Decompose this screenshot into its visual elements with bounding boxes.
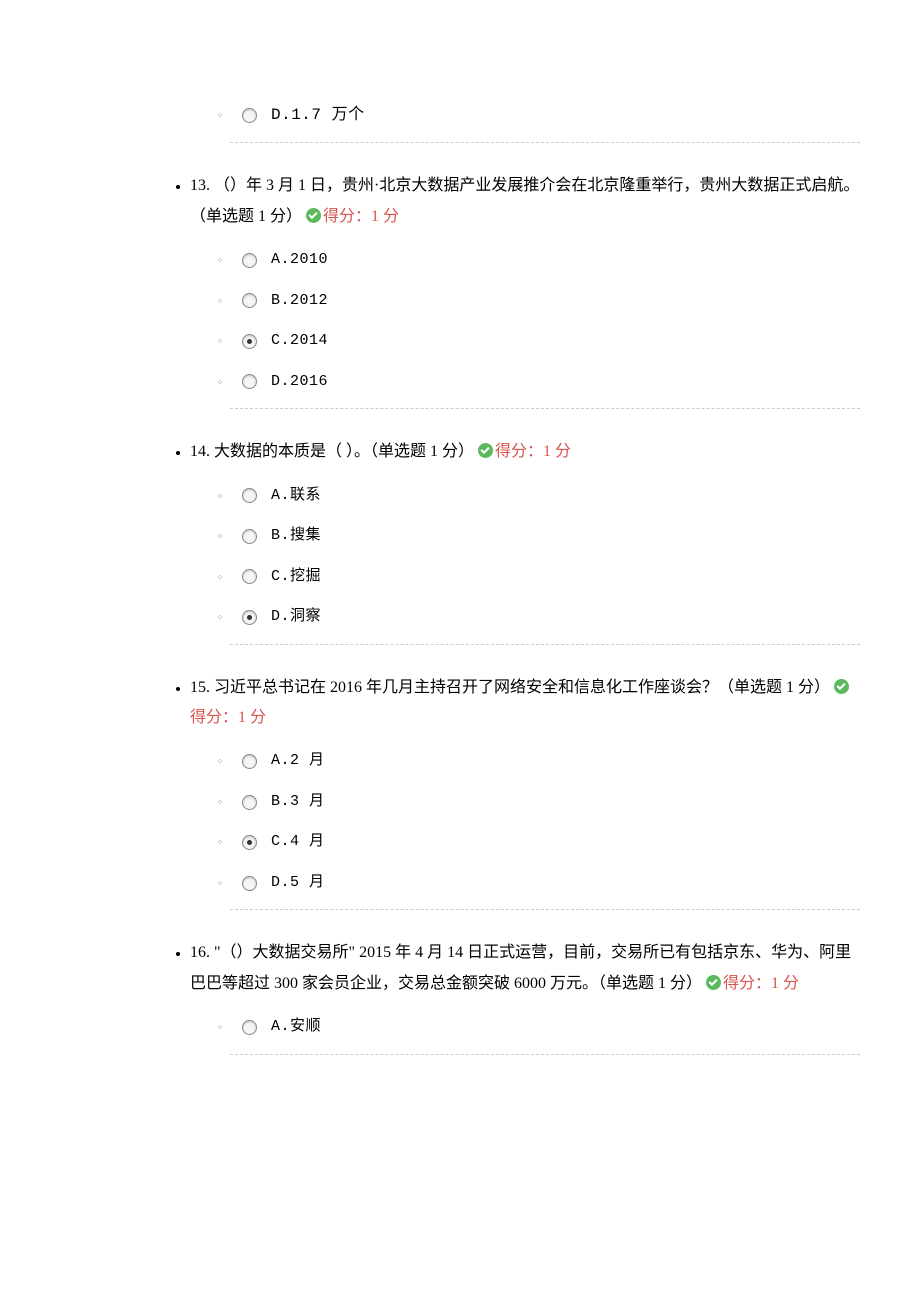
radio-icon[interactable] — [242, 374, 257, 389]
option-label: D.洞察 — [271, 603, 321, 632]
option-label: A.安顺 — [271, 1013, 321, 1042]
check-icon — [834, 679, 849, 694]
option-item[interactable]: A.2 月 — [230, 747, 860, 776]
option-item[interactable]: B.3 月 — [230, 788, 860, 817]
option-list: A.安顺 — [190, 1013, 860, 1042]
question-14: 14. 大数据的本质是（ ）。（单选题 1 分） 得分：1 分 A.联系 B.搜集… — [190, 437, 860, 644]
radio-icon[interactable] — [242, 488, 257, 503]
score-label: 得分：1 分 — [495, 443, 571, 460]
option-label: D.1.7 万个 — [271, 100, 365, 130]
radio-icon[interactable] — [242, 253, 257, 268]
radio-icon[interactable] — [242, 610, 257, 625]
option-item[interactable]: D.5 月 — [230, 869, 860, 898]
orphan-option-list: D.1.7 万个 — [60, 100, 860, 130]
divider — [230, 644, 860, 645]
question-text: 15. 习近平总书记在 2016 年几月主持召开了网络安全和信息化工作座谈会？（… — [190, 679, 830, 696]
check-icon — [478, 443, 493, 458]
radio-icon[interactable] — [242, 293, 257, 308]
question-13: 13. （）年 3 月 1 日，贵州·北京大数据产业发展推介会在北京隆重举行，贵… — [190, 171, 860, 409]
radio-icon[interactable] — [242, 529, 257, 544]
option-label: C.4 月 — [271, 828, 325, 857]
option-list: A.2010 B.2012 C.2014 D.2016 — [190, 246, 860, 396]
option-item[interactable]: C.4 月 — [230, 828, 860, 857]
radio-icon[interactable] — [242, 334, 257, 349]
option-item[interactable]: A.联系 — [230, 482, 860, 511]
option-item[interactable]: B.2012 — [230, 287, 860, 316]
option-label: B.2012 — [271, 287, 328, 316]
option-label: D.5 月 — [271, 869, 325, 898]
question-list: 13. （）年 3 月 1 日，贵州·北京大数据产业发展推介会在北京隆重举行，贵… — [60, 171, 860, 1054]
option-label: A.联系 — [271, 482, 321, 511]
radio-icon[interactable] — [242, 1020, 257, 1035]
radio-icon[interactable] — [242, 835, 257, 850]
score-label: 得分：1 分 — [723, 975, 799, 992]
question-16: 16. "（）大数据交易所" 2015 年 4 月 14 日正式运营，目前，交易… — [190, 938, 860, 1054]
divider — [230, 1054, 860, 1055]
radio-icon[interactable] — [242, 108, 257, 123]
divider — [230, 909, 860, 910]
option-list: A.2 月 B.3 月 C.4 月 D.5 月 — [190, 747, 860, 897]
option-item[interactable]: A.安顺 — [230, 1013, 860, 1042]
option-item[interactable]: C.挖掘 — [230, 563, 860, 592]
option-item[interactable]: D.1.7 万个 — [230, 100, 860, 130]
score-label: 得分：1 分 — [190, 709, 266, 726]
option-label: A.2010 — [271, 246, 328, 275]
option-label: B.3 月 — [271, 788, 325, 817]
question-text: 14. 大数据的本质是（ ）。（单选题 1 分） — [190, 443, 474, 460]
option-item[interactable]: C.2014 — [230, 327, 860, 356]
radio-icon[interactable] — [242, 569, 257, 584]
option-label: C.2014 — [271, 327, 328, 356]
divider — [230, 408, 860, 409]
option-list: A.联系 B.搜集 C.挖掘 D.洞察 — [190, 482, 860, 632]
divider — [230, 142, 860, 143]
option-label: B.搜集 — [271, 522, 321, 551]
option-item[interactable]: D.洞察 — [230, 603, 860, 632]
radio-icon[interactable] — [242, 795, 257, 810]
option-label: C.挖掘 — [271, 563, 321, 592]
radio-icon[interactable] — [242, 754, 257, 769]
option-item[interactable]: A.2010 — [230, 246, 860, 275]
radio-icon[interactable] — [242, 876, 257, 891]
check-icon — [306, 208, 321, 223]
option-label: D.2016 — [271, 368, 328, 397]
option-item[interactable]: B.搜集 — [230, 522, 860, 551]
question-15: 15. 习近平总书记在 2016 年几月主持召开了网络安全和信息化工作座谈会？（… — [190, 673, 860, 911]
option-label: A.2 月 — [271, 747, 325, 776]
score-label: 得分：1 分 — [323, 208, 399, 225]
option-item[interactable]: D.2016 — [230, 368, 860, 397]
question-text: 13. （）年 3 月 1 日，贵州·北京大数据产业发展推介会在北京隆重举行，贵… — [190, 177, 859, 224]
check-icon — [706, 975, 721, 990]
